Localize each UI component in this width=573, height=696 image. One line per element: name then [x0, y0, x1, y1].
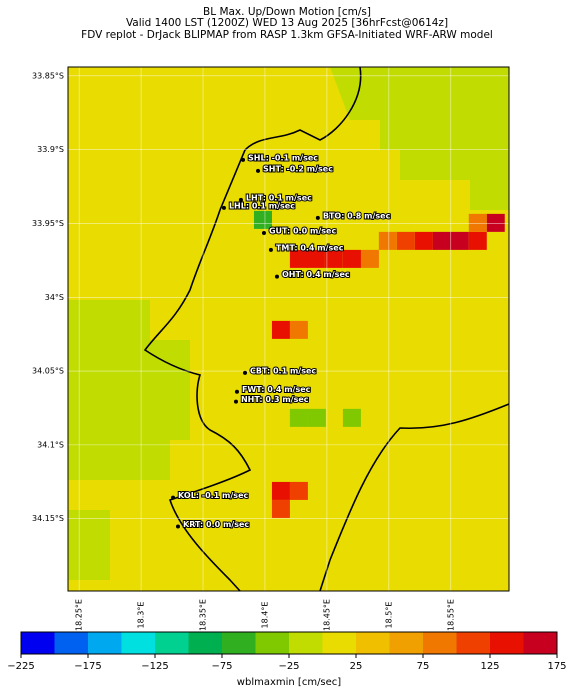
y-tick-label: 34°S [45, 293, 64, 302]
colorbar-tick-label: −225 [7, 661, 34, 672]
station-label: SHL: -0.1 m/sec [248, 153, 318, 162]
colorbar-box [456, 632, 490, 654]
x-tick-label: 18.55°E [446, 599, 455, 631]
grid-cell [306, 249, 325, 268]
station-label: NHT: 0.3 m/sec [241, 395, 309, 404]
grid-cell [289, 249, 308, 268]
colorbar-tick-label: −125 [141, 661, 168, 672]
colorbar-box [389, 632, 423, 654]
colorbar-box [54, 632, 88, 654]
grid-cell [468, 213, 487, 232]
coastline [143, 66, 510, 592]
grid-cell [307, 408, 326, 427]
grid-cell [324, 249, 343, 268]
colorbar-tick-label: 125 [480, 661, 499, 672]
station-label: CBT: 0.1 m/sec [250, 366, 316, 375]
y-tick-label: 33.95°S [32, 219, 64, 228]
station-label: OHT: 0.4 m/sec [282, 270, 350, 279]
grid-cell [342, 249, 361, 268]
colorbar-box [255, 632, 289, 654]
colorbar-label: wblmaxmin [cm/sec] [237, 677, 341, 688]
colorbar-box [423, 632, 457, 654]
grid-cell [360, 249, 379, 268]
station-label: KOL: -0.1 m/sec [178, 491, 248, 500]
colorbar-tick-label: −175 [74, 661, 101, 672]
x-tick-label: 18.35°E [199, 599, 208, 631]
station [171, 495, 176, 500]
colorbar-box [21, 632, 55, 654]
colorbar-box [188, 632, 222, 654]
x-tick-label: 18.25°E [75, 599, 84, 631]
colorbar-box [523, 632, 557, 654]
colorbar-box [222, 632, 256, 654]
grid-cell [271, 499, 290, 518]
station [238, 197, 243, 202]
colorbar-box [289, 632, 323, 654]
grid-cell [289, 320, 308, 339]
colorbar-box [356, 632, 390, 654]
y-tick-label: 34.05°S [32, 367, 64, 376]
grid-cell [271, 320, 290, 339]
colorbar-box [88, 632, 122, 654]
title: BL Max. Up/Down Motion [cm/s] [203, 6, 371, 18]
colorbar-box [490, 632, 524, 654]
colorbar-tick-label: 25 [350, 661, 363, 672]
title: FDV replot - DrJack BLIPMAP from RASP 1.… [81, 29, 493, 41]
station-label: BTO: 0.8 m/sec [323, 211, 391, 220]
x-tick-label: 18.45°E [322, 599, 331, 631]
station [234, 389, 239, 394]
grid-cell [486, 213, 505, 232]
station [261, 231, 266, 236]
x-tick-label: 18.5°E [384, 602, 393, 629]
y-tick-label: 34.1°S [37, 440, 64, 449]
station [241, 157, 246, 162]
colorbar-tick-label: −25 [278, 661, 299, 672]
colorbar-box [121, 632, 155, 654]
y-tick-label: 33.9°S [37, 145, 64, 154]
grid-cell [450, 231, 469, 250]
station [221, 205, 226, 210]
station-label: SHT: -0.2 m/sec [263, 164, 333, 173]
colorbar-box [155, 632, 189, 654]
terrain-zone [68, 67, 509, 580]
grid-cell [396, 231, 415, 250]
grid-cell [378, 231, 397, 250]
y-tick-label: 34.15°S [32, 514, 64, 523]
grid-cell [289, 408, 308, 427]
colorbar-box [322, 632, 356, 654]
station [233, 399, 238, 404]
y-tick-label: 33.85°S [32, 71, 64, 80]
grid-cell [342, 408, 361, 427]
station [315, 215, 320, 220]
colorbar-tick-label: 75 [417, 661, 430, 672]
station-label: TMT: 0.4 m/sec [276, 243, 344, 252]
x-tick-label: 18.4°E [260, 602, 269, 629]
station [274, 274, 279, 279]
x-tick-label: 18.3°E [137, 602, 146, 629]
station [256, 168, 261, 173]
station [243, 370, 248, 375]
grid-cell [468, 231, 487, 250]
title: Valid 1400 LST (1200Z) WED 13 Aug 2025 [… [126, 17, 448, 29]
station [268, 247, 273, 252]
grid-cell [271, 481, 290, 500]
grid-cell [289, 481, 308, 500]
grid-cell [432, 231, 451, 250]
station [176, 524, 181, 529]
station-label: LHL: 0.1 m/sec [229, 201, 295, 210]
grid-cell [414, 231, 433, 250]
station-label: KRT: 0.0 m/sec [183, 520, 249, 529]
station-label: LHT: 0.1 m/sec [246, 193, 312, 202]
colorbar-tick-label: −75 [211, 661, 232, 672]
map-frame [67, 66, 510, 592]
grid-cell [253, 210, 272, 229]
station-label: GUT: 0.0 m/sec [269, 227, 336, 236]
station-label: FWT: 0.4 m/sec [242, 385, 311, 394]
colorbar-tick-label: 175 [547, 661, 566, 672]
